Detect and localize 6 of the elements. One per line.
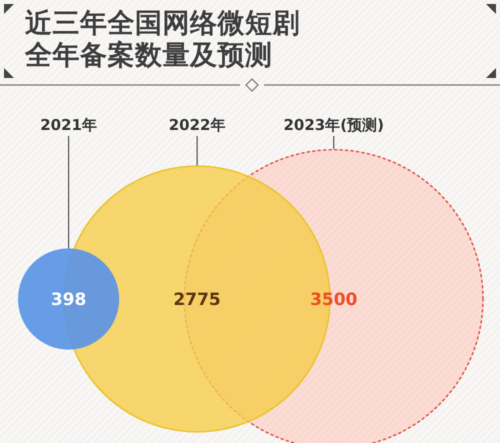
category-label: 2022年 xyxy=(168,116,226,134)
data-label: 2775 xyxy=(173,290,221,310)
text: 近三年全国网络微短剧全年备案数量及预测 xyxy=(25,8,301,72)
category-label: 2021年 xyxy=(40,116,97,134)
category-label: 2023年(预测) xyxy=(283,116,384,134)
data-label: 398 xyxy=(50,290,86,310)
